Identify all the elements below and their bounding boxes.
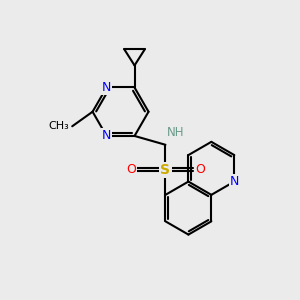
Text: O: O xyxy=(126,163,136,176)
Text: N: N xyxy=(230,175,239,188)
Text: CH₃: CH₃ xyxy=(49,121,69,131)
Text: S: S xyxy=(160,163,170,177)
Text: N: N xyxy=(102,81,111,94)
Text: N: N xyxy=(102,129,111,142)
Text: NH: NH xyxy=(167,127,184,140)
Text: O: O xyxy=(195,163,205,176)
